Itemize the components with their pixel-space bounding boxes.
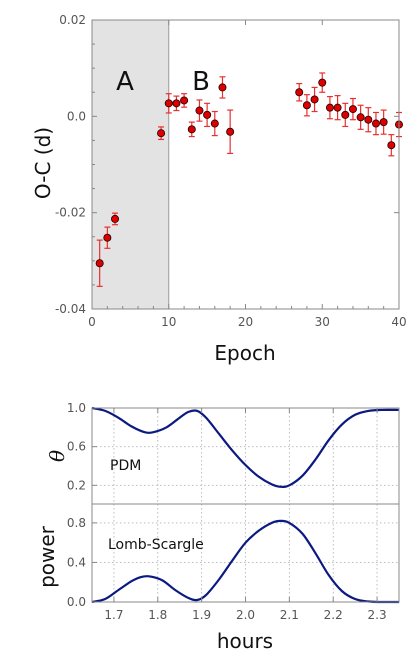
- hours-tick-label: 1.8: [148, 608, 167, 622]
- data-point-marker: [187, 125, 196, 134]
- hours-tick-label: 2.0: [236, 608, 255, 622]
- theta-tick-label: 0.6: [67, 440, 86, 454]
- oc-point: [295, 82, 304, 102]
- x-tick-label: 10: [161, 315, 176, 329]
- lomb-scargle-label: Lomb-Scargle: [108, 537, 204, 553]
- oc-point: [341, 102, 350, 128]
- oc-point: [356, 104, 365, 130]
- hours-axis-title: hours: [217, 629, 273, 653]
- x-tick-label: 20: [238, 315, 253, 329]
- oc-point: [325, 95, 334, 120]
- data-point-marker: [226, 127, 235, 136]
- oc-point: [103, 226, 112, 249]
- data-point-marker: [302, 101, 311, 110]
- data-point-marker: [310, 95, 319, 104]
- data-point-marker: [157, 129, 166, 138]
- hours-tick-label: 2.3: [368, 608, 387, 622]
- theta-tick-label: 1.0: [67, 401, 86, 415]
- data-point-marker: [172, 99, 181, 108]
- y-tick-label: -0.02: [55, 206, 86, 220]
- data-point-marker: [341, 110, 350, 119]
- oc-point: [387, 134, 396, 157]
- data-point-marker: [387, 141, 396, 150]
- oc-point: [333, 95, 342, 121]
- oc-point: [157, 126, 166, 141]
- oc-panel: 0 10 20 30 40 -0.04 -0.02 0.0 0.02 A B Epoch O-C…: [31, 13, 407, 365]
- region-a-label: A: [116, 67, 134, 97]
- data-point-marker: [103, 233, 112, 242]
- oc-point: [379, 109, 388, 135]
- oc-point: [218, 76, 227, 99]
- data-point-marker: [371, 119, 380, 128]
- power-tick-label: 0.4: [67, 555, 86, 569]
- hours-tick-label: 1.9: [192, 608, 211, 622]
- pdm-curve: [91, 406, 400, 488]
- data-point-marker: [325, 103, 334, 112]
- theta-axis-title: θ: [45, 450, 69, 462]
- hours-tick-label: 1.7: [104, 608, 123, 622]
- y-tick-label: -0.04: [55, 302, 86, 316]
- oc-point: [226, 109, 235, 155]
- data-point-marker: [379, 118, 388, 127]
- data-point-marker: [364, 115, 373, 124]
- periodogram-panels: 1.7 1.8 1.9 2.0 2.1 2.2 2.30.20.61.00.00.40.8 …: [35, 401, 400, 653]
- oc-point: [364, 107, 373, 133]
- data-point-marker: [318, 78, 327, 87]
- x-tick-label: 0: [88, 315, 96, 329]
- oc-x-axis-title: Epoch: [214, 341, 275, 365]
- oc-y-axis-title: O-C (d): [31, 127, 55, 199]
- periodogram-axis-ticks: 1.7 1.8 1.9 2.0 2.1 2.2 2.3 0.2 0.6 1.0 0.0 0.4 0.8: [67, 401, 387, 622]
- oc-point: [310, 86, 319, 113]
- oc-point: [318, 72, 327, 93]
- x-tick-label: 40: [391, 315, 406, 329]
- region-b-label: B: [192, 67, 210, 97]
- theta-tick-label: 0.2: [67, 478, 86, 492]
- oc-point: [180, 93, 189, 108]
- oc-point: [203, 102, 212, 128]
- data-point-marker: [95, 259, 104, 268]
- periodogram-grid: [92, 407, 399, 603]
- oc-point: [172, 95, 181, 112]
- oc-point: [111, 212, 120, 226]
- data-point-marker: [218, 83, 227, 92]
- y-tick-label: 0.0: [67, 109, 86, 123]
- lomb-scargle-curve: [91, 519, 400, 604]
- data-point-marker: [210, 119, 219, 128]
- power-axis-title: power: [35, 525, 59, 588]
- data-point-marker: [356, 113, 365, 122]
- oc-point: [302, 94, 311, 117]
- oc-point: [210, 110, 219, 137]
- data-point-marker: [164, 99, 173, 108]
- data-point-marker: [180, 96, 189, 105]
- region-a-shade: [92, 20, 169, 309]
- oc-point: [348, 97, 357, 121]
- power-tick-label: 0.8: [67, 516, 86, 530]
- data-point-marker: [333, 103, 342, 112]
- data-point-marker: [203, 110, 212, 119]
- pdm-label: PDM: [110, 458, 141, 474]
- data-point-marker: [195, 106, 204, 115]
- data-point-marker: [295, 88, 304, 97]
- y-tick-label: 0.02: [59, 13, 86, 27]
- oc-point: [195, 99, 204, 122]
- data-point-marker: [111, 214, 120, 223]
- hours-tick-label: 2.1: [280, 608, 299, 622]
- oc-axis-ticks: 0 10 20 30 40 -0.04 -0.02 0.0 0.02: [55, 13, 407, 329]
- data-point-marker: [348, 105, 357, 114]
- oc-point: [164, 93, 173, 114]
- hours-tick-label: 2.2: [324, 608, 343, 622]
- oc-point: [95, 239, 104, 287]
- oc-point: [187, 121, 196, 138]
- x-tick-label: 30: [315, 315, 330, 329]
- oc-point: [371, 111, 380, 136]
- power-tick-label: 0.0: [67, 595, 86, 609]
- oc-data-points: [95, 72, 403, 287]
